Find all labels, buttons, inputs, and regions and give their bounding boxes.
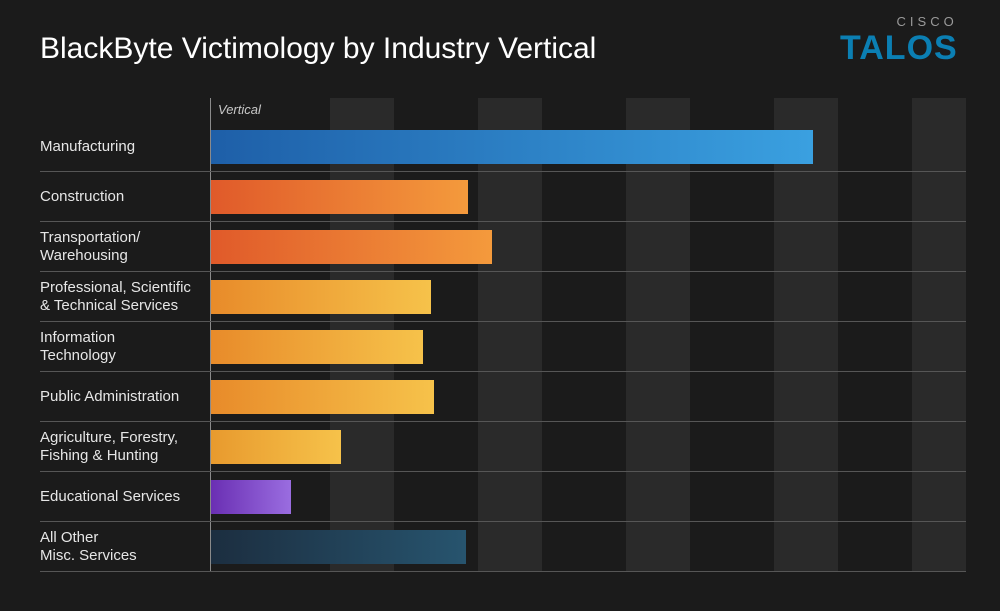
bar [211,530,466,564]
bar [211,380,434,414]
row-divider [40,571,966,572]
plot-area: Vertical ManufacturingConstructionTransp… [210,98,966,572]
brand-talos: TALOS [840,29,958,68]
axis-label-vertical: Vertical [218,102,261,117]
chart-row: Information Technology [210,322,966,372]
bar [211,180,468,214]
category-label: Construction [40,172,210,222]
chart-row: Public Administration [210,372,966,422]
category-label: Educational Services [40,472,210,522]
bar [211,230,492,264]
category-label: Public Administration [40,372,210,422]
chart-row: Manufacturing [210,122,966,172]
bar [211,330,423,364]
brand-cisco: CISCO [840,14,958,29]
chart-title: BlackByte Victimology by Industry Vertic… [40,32,596,66]
category-label: Transportation/ Warehousing [40,222,210,272]
chart-row: Transportation/ Warehousing [210,222,966,272]
bar [211,480,291,514]
chart-row: All Other Misc. Services [210,522,966,572]
bar [211,430,341,464]
chart-row: Professional, Scientific & Technical Ser… [210,272,966,322]
chart-row: Educational Services [210,472,966,522]
category-label: Information Technology [40,322,210,372]
chart-root: BlackByte Victimology by Industry Vertic… [0,0,1000,611]
bar [211,280,431,314]
chart-row: Construction [210,172,966,222]
brand-logo: CISCO TALOS [840,14,958,68]
category-label: All Other Misc. Services [40,522,210,572]
bar [211,130,813,164]
category-label: Professional, Scientific & Technical Ser… [40,272,210,322]
chart-row: Agriculture, Forestry, Fishing & Hunting [210,422,966,472]
category-label: Manufacturing [40,122,210,172]
category-label: Agriculture, Forestry, Fishing & Hunting [40,422,210,472]
